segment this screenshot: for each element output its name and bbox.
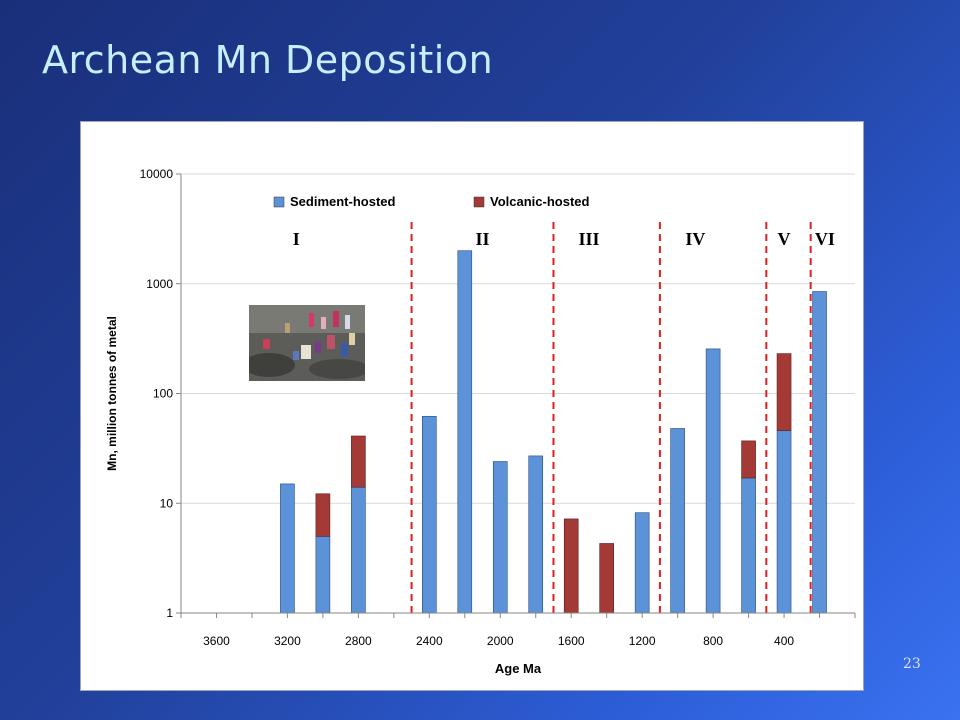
- legend-swatch-sediment: [273, 196, 285, 208]
- bar-sediment-1200: [634, 512, 650, 614]
- y-tick-label: 1000: [146, 277, 173, 291]
- y-tick-label: 10: [160, 496, 174, 510]
- bar-sediment-2000: [492, 461, 508, 614]
- legend-label-sediment: Sediment-hosted: [290, 194, 396, 209]
- x-tick-label: 800: [703, 634, 723, 648]
- slide-title: Archean Mn Deposition: [42, 38, 494, 82]
- x-tick-label: 400: [774, 634, 794, 648]
- bar-sediment-1800: [528, 455, 544, 614]
- legend-swatch-volcanic: [473, 196, 485, 208]
- x-tick-label: 2800: [345, 634, 372, 648]
- bar-volcanic-1400: [599, 543, 614, 614]
- bar-sediment-400: [776, 430, 792, 614]
- y-axis-title: Mn, million tonnes of metal: [105, 316, 119, 471]
- bar-sediment-3000: [315, 535, 331, 614]
- axes: 1 10 100 1000 10000 3600 3200 2800 2400 2000 1600 1…: [105, 167, 856, 676]
- bar-volcanic-3000: [315, 493, 331, 537]
- bar-volcanic-400: [776, 353, 792, 431]
- bar-sediment-2200: [457, 250, 473, 614]
- era-boundaries: [410, 222, 812, 613]
- field-photo: [249, 305, 365, 381]
- bar-sediment-2400: [422, 415, 437, 614]
- bars: [280, 250, 827, 614]
- bar-sediment-600: [741, 477, 756, 614]
- interval-labels: I II III IV V VI: [293, 229, 835, 249]
- x-tick-label: 2400: [416, 634, 443, 648]
- bar-volcanic-2800: [351, 435, 366, 488]
- legend: Sediment-hosted Volcanic-hosted: [273, 194, 590, 209]
- x-tick-label: 1600: [558, 634, 585, 648]
- x-axis-title: Age Ma: [495, 661, 542, 676]
- interval-label-V: V: [778, 229, 791, 249]
- interval-label-III: III: [578, 229, 599, 249]
- bar-volcanic-1600: [563, 518, 579, 614]
- slide-number: 23: [903, 656, 921, 672]
- y-tick-label: 10000: [140, 167, 174, 181]
- bar-volcanic-600: [741, 440, 756, 479]
- y-tick-label: 100: [153, 387, 173, 401]
- x-tick-label: 1200: [629, 634, 656, 648]
- bar-sediment-200: [812, 291, 827, 614]
- x-tick-label: 2000: [487, 634, 514, 648]
- x-tick-label: 3600: [203, 634, 230, 648]
- interval-label-IV: IV: [685, 229, 705, 249]
- bar-sediment-800: [705, 348, 721, 614]
- interval-label-VI: VI: [815, 229, 835, 249]
- legend-label-volcanic: Volcanic-hosted: [490, 194, 590, 209]
- chart-panel: I II III IV V VI 1 10 100 1000 10000 3600 3200 2800 2…: [80, 121, 864, 691]
- x-tick-label: 3200: [274, 634, 301, 648]
- y-tick-label: 1: [166, 606, 173, 620]
- interval-label-I: I: [293, 229, 300, 249]
- interval-label-II: II: [476, 229, 490, 249]
- bar-sediment-2800: [351, 486, 366, 614]
- bar-sediment-1000: [670, 428, 685, 614]
- bar-sediment-3200: [280, 483, 295, 614]
